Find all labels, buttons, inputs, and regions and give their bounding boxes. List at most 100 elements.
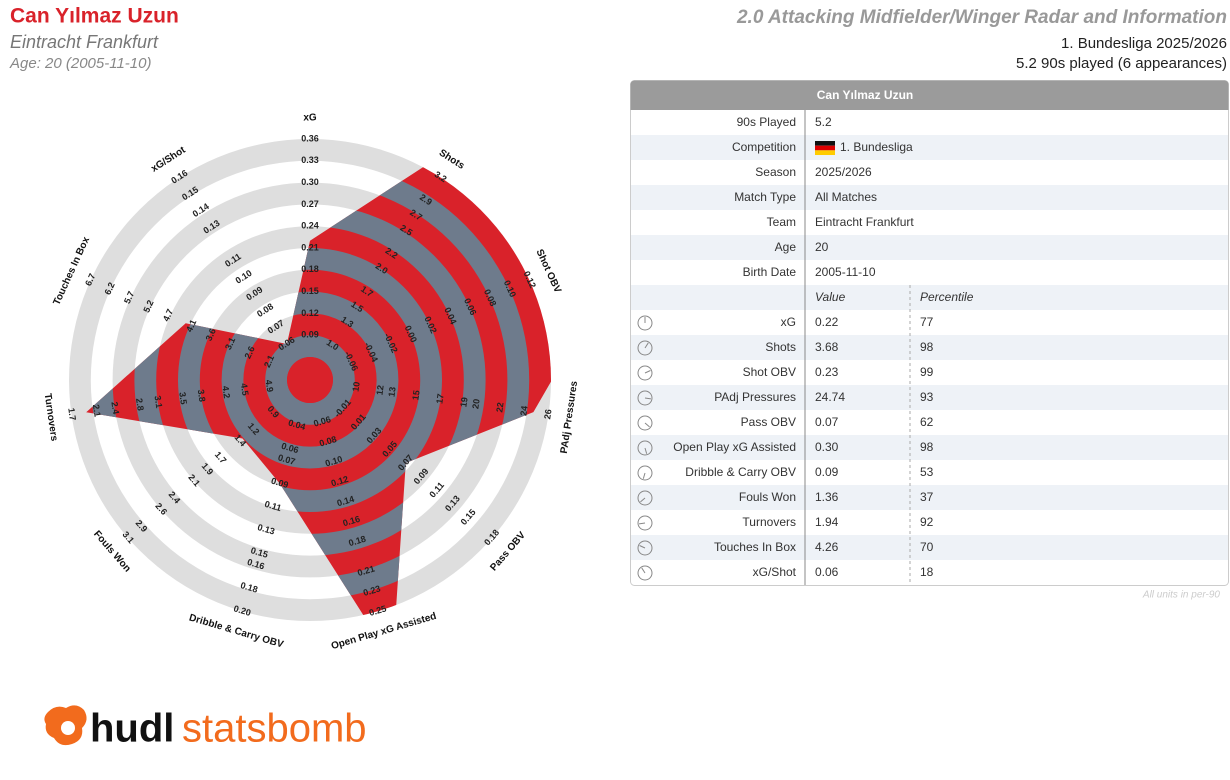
team-name: Eintracht Frankfurt — [10, 32, 159, 52]
row-bg — [631, 235, 1228, 260]
row-bg — [631, 285, 1228, 310]
tick-label: 0.09 — [301, 330, 319, 340]
stat-percentile: 70 — [920, 540, 934, 554]
stat-value: 4.26 — [815, 540, 839, 554]
tick-label: 0.11 — [263, 499, 282, 513]
chart-title: 2.0 Attacking Midfielder/Winger Radar an… — [736, 7, 1227, 28]
logo-light: statsbomb — [182, 707, 367, 751]
competition-line: 1. Bundesliga 2025/2026 — [1061, 35, 1227, 52]
stat-percentile: 98 — [920, 440, 934, 454]
stat-percentile: 18 — [920, 565, 934, 579]
stat-icon-hand — [642, 472, 646, 479]
tick-label: 2.8 — [134, 398, 146, 412]
tick-label: 10 — [350, 381, 361, 392]
stat-icon — [637, 390, 653, 406]
stat-icon — [637, 340, 653, 356]
tick-label: 13 — [386, 386, 397, 397]
tick-label: 0.25 — [368, 603, 388, 618]
stat-icon — [637, 515, 653, 531]
radar-area — [86, 140, 551, 621]
stat-icon-hand — [644, 342, 649, 349]
stat-percentile: 77 — [920, 315, 934, 329]
row-bg — [631, 185, 1228, 210]
stat-label: Fouls Won — [739, 490, 796, 504]
stat-percentile: 92 — [920, 515, 934, 529]
tick-label: 4.5 — [239, 382, 251, 396]
stat-icon — [637, 565, 653, 581]
stat-value: 0.22 — [815, 315, 839, 329]
info-label: Competition — [732, 140, 796, 154]
stat-label: xG — [781, 315, 796, 329]
stat-percentile: 98 — [920, 340, 934, 354]
tick-label: 0.14 — [336, 494, 356, 509]
stat-icon-hand — [640, 497, 646, 503]
info-label: Season — [755, 165, 796, 179]
stat-label: Turnovers — [742, 515, 796, 529]
info-label: Match Type — [734, 190, 796, 204]
stat-label: xG/Shot — [753, 565, 797, 579]
tick-label: 5.7 — [122, 290, 136, 306]
stat-label: Pass OBV — [741, 415, 796, 429]
axis-label: Dribble & Carry OBV — [188, 612, 285, 650]
stat-icon — [637, 440, 653, 456]
row-bg — [631, 435, 1228, 460]
stat-percentile: 53 — [920, 465, 934, 479]
info-value: 20 — [815, 240, 829, 254]
stat-icon — [637, 540, 653, 556]
tick-label: 0.27 — [301, 199, 319, 209]
info-label: Age — [775, 240, 797, 254]
tick-label: 0.12 — [330, 474, 350, 489]
radar-bands — [90, 160, 530, 600]
stat-percentile: 37 — [920, 490, 934, 504]
tick-label: 0.04 — [287, 417, 307, 432]
tick-label: 4.1 — [184, 318, 198, 334]
radar: 0.09 0.12 0.15 0.18 0.21 0.24 0.27 0.30 0.33 0.36… — [42, 113, 581, 653]
stat-value: 0.07 — [815, 415, 839, 429]
info-value: 2005-11-10 — [815, 265, 876, 279]
flag-stripe — [815, 141, 835, 146]
info-label: 90s Played — [737, 115, 796, 129]
tick-label: 0.30 — [301, 177, 319, 187]
tick-label: 17 — [434, 393, 445, 404]
tick-label: 22 — [494, 402, 505, 413]
tick-label: 0.13 — [256, 522, 276, 537]
tick-label: 0.33 — [301, 155, 319, 165]
tick-label: 0.07 — [277, 452, 297, 467]
tick-label: 0.24 — [301, 221, 319, 231]
age-line: Age: 20 (2005-11-10) — [9, 55, 151, 72]
band — [265, 335, 355, 425]
stat-percentile: 93 — [920, 390, 934, 404]
tick-label: 2.4 — [109, 401, 121, 415]
tick-label: 19 — [458, 396, 469, 407]
stat-value: 0.09 — [815, 465, 839, 479]
tick-label: 0.09 — [270, 476, 290, 491]
tick-label: 3.1 — [223, 336, 237, 352]
stat-icon-hand — [641, 567, 646, 574]
tick-label: 3.5 — [177, 391, 189, 405]
tick-label: 4.2 — [220, 385, 232, 399]
tick-label: 0.06 — [280, 441, 300, 456]
tick-label: 3.1 — [153, 395, 165, 409]
tick-label: 5.2 — [141, 298, 155, 314]
footnote: All units in per-90 — [1142, 590, 1221, 601]
info-value: 5.2 — [815, 115, 832, 129]
tick-label: 4.9 — [264, 379, 276, 393]
tick-label: 0.16 — [246, 557, 266, 572]
tick-label: 3.6 — [204, 327, 218, 343]
tick-label: 6.7 — [83, 272, 97, 288]
tick-label: 2.6 — [242, 345, 256, 361]
table-title: Can Yılmaz Uzun — [817, 88, 913, 102]
row-bg — [631, 135, 1228, 160]
tick-label: 0.18 — [347, 534, 367, 549]
tick-label: 0.16 — [342, 514, 362, 529]
tick-label: 2.1 — [262, 354, 276, 370]
tick-label: 0.23 — [362, 583, 382, 598]
tick-label: 12 — [374, 384, 385, 395]
stat-percentile: 99 — [920, 365, 934, 379]
stat-label: Dribble & Carry OBV — [685, 465, 796, 479]
row-bg — [631, 335, 1228, 360]
stat-label: Shot OBV — [743, 365, 796, 379]
stat-value: 0.30 — [815, 440, 839, 454]
axis-label: xG — [303, 113, 317, 124]
player-name: Can Yılmaz Uzun — [10, 5, 179, 28]
